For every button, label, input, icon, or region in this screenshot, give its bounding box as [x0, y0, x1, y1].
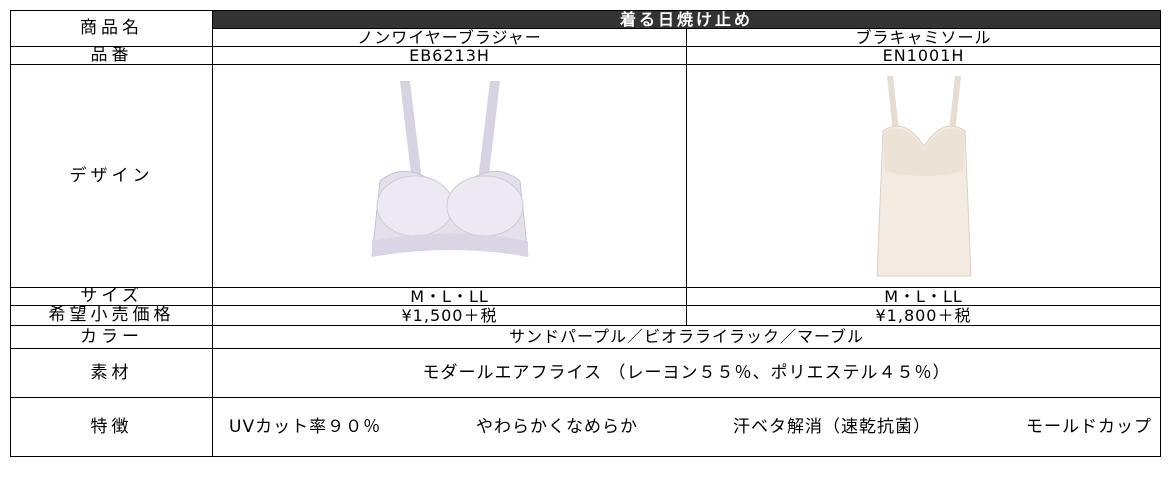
cell: サンドパープル／ビオラライラック／マーブル	[211, 325, 1162, 349]
product-name: ノンワイヤーブラジャー	[212, 28, 687, 47]
features: UVカット率９０％ やわらかくなめらか 汗ベタ解消（速乾抗菌） モールドカップ	[214, 416, 1160, 437]
row-label: サイズ	[10, 287, 213, 306]
features-cell: UVカット率９０％ やわらかくなめらか 汗ベタ解消（速乾抗菌） モールドカップ	[211, 397, 1162, 457]
image-cell	[212, 64, 687, 288]
bra-image	[370, 81, 529, 257]
image-cell	[685, 64, 1162, 288]
feature: 汗ベタ解消（速乾抗菌）	[733, 416, 932, 437]
row-label: 品番	[10, 46, 213, 65]
row-label: 特徴	[10, 397, 213, 457]
row-label: 希望小売価格	[10, 305, 213, 326]
cell: EB6213H	[212, 46, 687, 65]
camisole-image	[875, 76, 972, 277]
cell: ¥1,500＋税	[212, 305, 687, 326]
product-name: ブラキャミソール	[685, 28, 1162, 47]
cell: M・L・LL	[685, 287, 1162, 306]
feature: モールドカップ	[1025, 416, 1152, 437]
cell: モダールエアフライス （レーヨン５５％、ポリエステル４５％）	[211, 348, 1162, 398]
cell: ¥1,800＋税	[685, 305, 1162, 326]
spec-table: 商品名 着る日焼け止め ノンワイヤーブラジャー ブラキャミソール 品番 EB62…	[10, 10, 1162, 457]
cell: M・L・LL	[212, 287, 687, 306]
row-label: デザイン	[10, 64, 213, 288]
group-title: 着る日焼け止め	[211, 10, 1162, 29]
header-label: 商品名	[10, 10, 213, 47]
row-label: カラー	[10, 325, 213, 349]
feature: UVカット率９０％	[229, 416, 382, 437]
feature: やわらかくなめらか	[476, 416, 639, 437]
row-label: 素材	[10, 348, 213, 398]
cell: EN1001H	[685, 46, 1162, 65]
